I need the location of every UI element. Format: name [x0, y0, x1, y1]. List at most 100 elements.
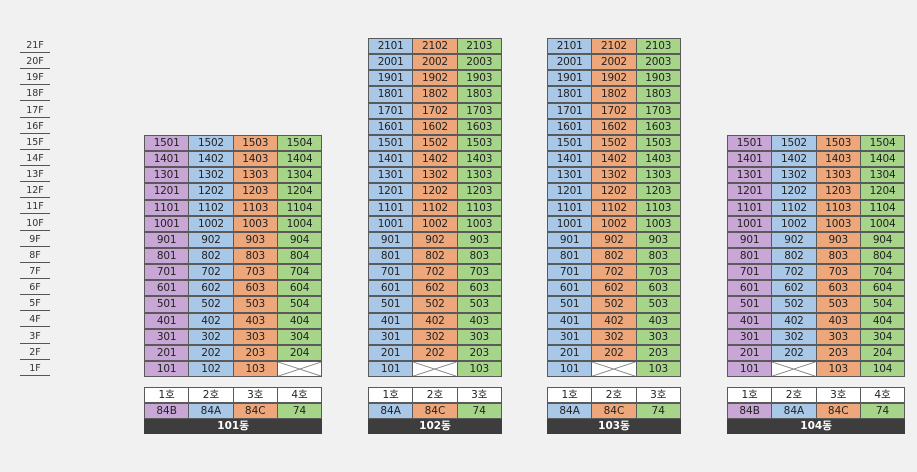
unit-cell: 603 — [456, 280, 502, 297]
unit-cell: 903 — [815, 231, 861, 248]
unit-number-label: 2호 — [591, 387, 637, 403]
unit-cell: 302 — [412, 328, 458, 345]
unit-cell: 901 — [547, 231, 593, 248]
unit-cell: 803 — [456, 247, 502, 265]
building-name: 103동 — [547, 419, 681, 434]
unit-cell: 2001 — [368, 54, 414, 71]
unit-cell: 1703 — [456, 102, 502, 119]
unit-cell: 1303 — [456, 167, 502, 184]
unit-cell: 704 — [276, 264, 323, 281]
unit-cell: 1001 — [547, 215, 593, 232]
unit-cell: 702 — [591, 264, 637, 281]
unit-cell: 2002 — [412, 54, 458, 71]
unit-cell: 601 — [547, 280, 593, 297]
unit-cell: 1104 — [276, 199, 323, 216]
unit-cell: 1304 — [859, 167, 906, 184]
unit-cell: 504 — [859, 296, 906, 313]
unit-cell: 1701 — [547, 102, 593, 119]
unit-cell: 1903 — [635, 70, 681, 87]
unit-cell: 2101 — [368, 38, 414, 55]
unit-cell: 203 — [456, 344, 502, 362]
unit-number-label: 4호 — [859, 387, 906, 403]
unit-cell: 1403 — [232, 151, 278, 168]
unit-cell: 804 — [859, 247, 906, 265]
unit-cell: 1702 — [412, 102, 458, 119]
unit-cell: 601 — [727, 280, 773, 297]
unit-cell: 1501 — [368, 134, 414, 152]
unit-cell: 402 — [412, 312, 458, 329]
unit-cell: 201 — [727, 344, 773, 362]
unit-cell: 403 — [635, 312, 681, 329]
unit-cell: 603 — [232, 280, 278, 297]
unit-cell: 304 — [276, 328, 323, 345]
unit-cell: 1201 — [368, 183, 414, 200]
unit-cell: 1603 — [635, 118, 681, 135]
unit-cell: 202 — [591, 344, 637, 362]
unit-cell: 1303 — [815, 167, 861, 184]
unit-cell: 801 — [368, 247, 414, 265]
unit-type-label: 74 — [635, 403, 681, 419]
unit-cell: 1502 — [771, 134, 817, 152]
unit-cell: 1501 — [547, 134, 593, 152]
unit-cell: 1502 — [188, 134, 234, 152]
floor-label: 2F — [20, 345, 50, 360]
unit-cell: 1202 — [591, 183, 637, 200]
unit-type-label: 84C — [232, 403, 278, 419]
unit-cell: 1401 — [368, 151, 414, 168]
unit-cell: 404 — [276, 312, 323, 329]
unit-cell: 1302 — [591, 167, 637, 184]
unit-cell: 604 — [859, 280, 906, 297]
unit-cell: 204 — [276, 344, 323, 362]
unit-cell: 1301 — [368, 167, 414, 184]
unit-cell: 803 — [815, 247, 861, 265]
unit-cell: 1403 — [815, 151, 861, 168]
floor-label: 8F — [20, 248, 50, 263]
floor-label: 1F — [20, 361, 50, 376]
unit-cell: 204 — [859, 344, 906, 362]
unit-cell: 901 — [368, 231, 414, 248]
unit-cell: 1403 — [456, 151, 502, 168]
unit-cell: 1701 — [368, 102, 414, 119]
unit-cell: 703 — [232, 264, 278, 281]
unit-type-label: 84C — [815, 403, 861, 419]
unit-cell: 1003 — [456, 215, 502, 232]
unit-cell: 2103 — [635, 38, 681, 55]
unit-cell: 303 — [456, 328, 502, 345]
unit-cell: 401 — [727, 312, 773, 329]
unit-cell: 401 — [144, 312, 190, 329]
unit-cell: 804 — [276, 247, 323, 265]
unit-cell: 101 — [368, 361, 414, 378]
unit-type-label: 74 — [859, 403, 906, 419]
unit-cell: 802 — [188, 247, 234, 265]
unit-cell: 1301 — [547, 167, 593, 184]
unit-cell: 1503 — [232, 134, 278, 152]
unit-cell: 402 — [591, 312, 637, 329]
unit-cell: 703 — [456, 264, 502, 281]
unit-cell: 1204 — [276, 183, 323, 200]
unit-cell: 504 — [276, 296, 323, 313]
floor-labels: 21F 20F 19F 18F 17F 16F 15F 14F 13F 12F 11F 10F 9F 8F… — [20, 38, 50, 377]
unit-type-label: 84A — [188, 403, 234, 419]
unit-cell: 101 — [727, 361, 773, 378]
unit-cell: 1004 — [859, 215, 906, 232]
floor-label: 4F — [20, 312, 50, 328]
unit-cell: 1203 — [635, 183, 681, 200]
floor-label: 18F — [20, 86, 50, 102]
unit-cell: 103 — [456, 361, 502, 378]
unit-cell: 1602 — [412, 118, 458, 135]
unit-cell: 1902 — [412, 70, 458, 87]
unit-cell: 2003 — [635, 54, 681, 71]
unit-cell: 1002 — [771, 215, 817, 232]
unit-cell: 1102 — [771, 199, 817, 216]
unit-type-label: 84A — [771, 403, 817, 419]
floor-label: 15F — [20, 135, 50, 150]
unit-cell: 704 — [859, 264, 906, 281]
unit-cell: 1102 — [591, 199, 637, 216]
unit-cell: 401 — [368, 312, 414, 329]
unit-cell: 502 — [591, 296, 637, 313]
unit-cell: 1402 — [771, 151, 817, 168]
unit-cell: 1203 — [456, 183, 502, 200]
unit-cell: 1402 — [412, 151, 458, 168]
unit-cell: 503 — [815, 296, 861, 313]
unit-cell: 1202 — [771, 183, 817, 200]
